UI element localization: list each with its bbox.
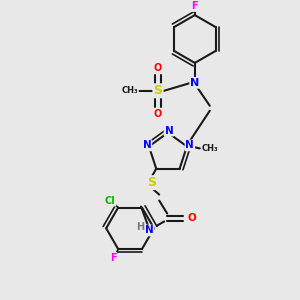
Text: H: H <box>136 223 144 232</box>
Text: F: F <box>110 253 116 263</box>
Text: F: F <box>191 1 198 11</box>
Text: N: N <box>165 126 173 136</box>
Text: O: O <box>188 214 197 224</box>
Text: N: N <box>185 140 194 150</box>
Text: N: N <box>145 225 154 236</box>
Text: CH₃: CH₃ <box>122 86 138 95</box>
Text: O: O <box>154 109 162 119</box>
Text: CH₃: CH₃ <box>202 144 218 153</box>
Text: N: N <box>190 78 200 88</box>
Text: S: S <box>147 176 156 189</box>
Text: O: O <box>154 63 162 73</box>
Text: N: N <box>142 140 152 150</box>
Text: S: S <box>154 84 163 97</box>
Text: Cl: Cl <box>105 196 116 206</box>
